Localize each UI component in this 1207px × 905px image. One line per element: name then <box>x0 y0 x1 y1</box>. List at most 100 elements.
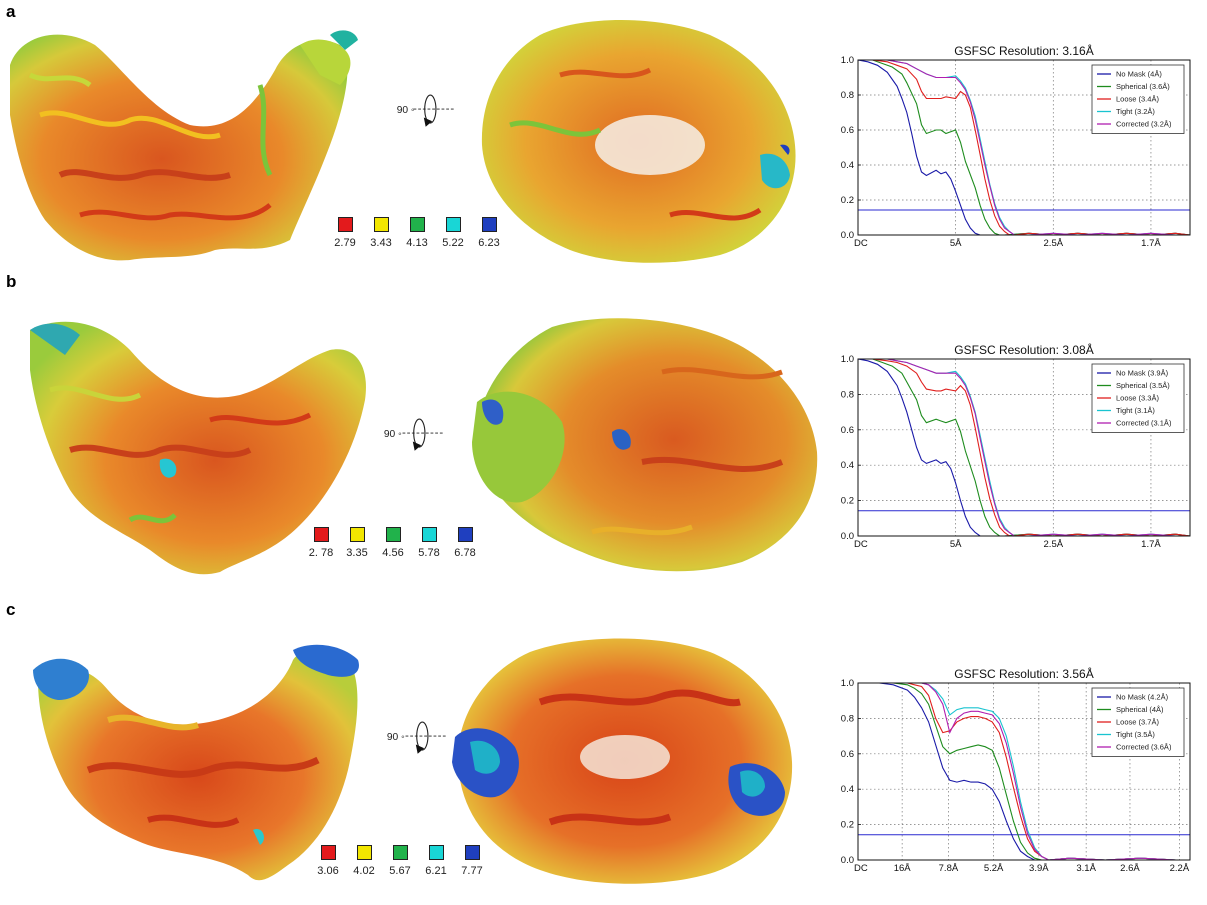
scale-value-label: 5.78 <box>418 547 440 559</box>
x-tick-label: 1.7Å <box>1141 238 1161 249</box>
panel-label-a: a <box>6 2 16 21</box>
legend-label: Loose (3.4Å) <box>1116 95 1159 104</box>
scale-swatch <box>422 527 437 542</box>
legend-label: Corrected (3.6Å) <box>1116 743 1172 752</box>
scale-swatch <box>482 217 497 232</box>
y-tick-label: 0.8 <box>841 90 854 101</box>
legend-label: No Mask (3.9Å) <box>1116 369 1169 378</box>
legend-label: Tight (3.5Å) <box>1116 730 1155 739</box>
scale-swatch <box>465 845 480 860</box>
x-tick-label: 2.2Å <box>1170 863 1190 874</box>
legend-label: Spherical (3.6Å) <box>1116 82 1170 91</box>
scale-swatch <box>338 217 353 232</box>
legend-label: Corrected (3.2Å) <box>1116 120 1172 129</box>
fsc-curve-series-3 <box>858 59 1191 236</box>
y-tick-label: 0.6 <box>841 125 854 136</box>
x-tick-label: 5.2Å <box>984 863 1004 874</box>
legend-label: No Mask (4Å) <box>1116 70 1162 79</box>
chart-title: GSFSC Resolution: 3.56Å <box>954 667 1093 681</box>
scale-swatch <box>357 845 372 860</box>
rotation-90-indicator-b: 90 ◦ <box>384 418 444 451</box>
scale-value-label: 3.06 <box>317 865 339 877</box>
x-tick-label: DC <box>854 863 868 874</box>
y-tick-label: 1.0 <box>841 678 854 689</box>
legend-label: Loose (3.7Å) <box>1116 718 1159 727</box>
fsc-chart-a: GSFSC Resolution: 3.16Å 0.0 0.2 0.4 0.6 0.8 1.… <box>841 44 1191 249</box>
x-tick-label: 3.1Å <box>1076 863 1096 874</box>
scale-value-label: 6.78 <box>454 547 476 559</box>
y-tick-label: 0.6 <box>841 425 854 436</box>
rotation-90-indicator-c: 90 ◦ <box>387 721 447 754</box>
legend-label: Tight (3.2Å) <box>1116 107 1155 116</box>
scale-value-label: 3.43 <box>370 237 392 249</box>
scale-swatch <box>350 527 365 542</box>
x-tick-label: 3.9Å <box>1029 863 1049 874</box>
scale-value-label: 4.56 <box>382 547 404 559</box>
density-map-side-view-c <box>33 644 359 881</box>
rotation-label-c: 90 ◦ <box>387 732 405 743</box>
y-tick-label: 0.8 <box>841 389 854 400</box>
density-map-side-view-a <box>10 30 358 261</box>
scale-swatch <box>446 217 461 232</box>
y-tick-label: 0.2 <box>841 820 854 831</box>
legend-label: No Mask (4.2Å) <box>1116 693 1169 702</box>
plot-frame <box>857 59 1191 236</box>
legend-label: Spherical (4Å) <box>1116 705 1164 714</box>
fsc-curve-series-3 <box>858 358 1191 537</box>
y-tick-label: 0.6 <box>841 749 854 760</box>
y-tick-label: 0.2 <box>841 496 854 507</box>
rotation-label-b: 90 ◦ <box>384 429 402 440</box>
scale-value-label: 7.77 <box>461 865 483 877</box>
scale-swatch <box>321 845 336 860</box>
panel-label-c: c <box>6 600 16 619</box>
scale-value-label: 2.79 <box>334 237 356 249</box>
legend-label: Corrected (3.1Å) <box>1116 419 1172 428</box>
legend-label: Tight (3.1Å) <box>1116 406 1155 415</box>
scale-swatch <box>393 845 408 860</box>
x-tick-label: 7.8Å <box>939 863 959 874</box>
scale-value-label: 3.35 <box>346 547 368 559</box>
legend-label: Loose (3.3Å) <box>1116 394 1159 403</box>
y-tick-label: 0.2 <box>841 195 854 206</box>
scale-value-label: 6.21 <box>425 865 447 877</box>
y-tick-label: 1.0 <box>841 55 854 66</box>
density-map-side-view-b <box>30 321 366 575</box>
scale-value-label: 4.13 <box>406 237 428 249</box>
density-map-top-view-b <box>472 318 818 572</box>
y-tick-label: 0.8 <box>841 713 854 724</box>
x-tick-label: 2.5Å <box>1044 238 1064 249</box>
density-map-top-view-c <box>452 638 793 884</box>
scale-swatch <box>374 217 389 232</box>
y-tick-label: 0.0 <box>841 855 854 866</box>
y-tick-label: 0.0 <box>841 531 854 542</box>
x-tick-label: 5Å <box>950 238 962 249</box>
y-tick-label: 0.4 <box>841 784 854 795</box>
scale-swatch <box>429 845 444 860</box>
x-tick-label: DC <box>854 238 868 249</box>
panel-label-b: b <box>6 272 17 291</box>
x-tick-label: 2.5Å <box>1044 539 1064 550</box>
plot-frame <box>857 682 1191 861</box>
rotation-label-a: 90 ◦ <box>397 105 415 116</box>
local-resolution-scale-c: 3.06 4.02 5.67 6.21 7.77 <box>313 845 513 885</box>
y-tick-label: 0.4 <box>841 160 854 171</box>
scale-value-label: 2. 78 <box>308 547 334 559</box>
chart-title: GSFSC Resolution: 3.08Å <box>954 343 1093 357</box>
density-map-top-view-a <box>481 20 796 263</box>
x-tick-label: 2.6Å <box>1120 863 1140 874</box>
fsc-chart-b: GSFSC Resolution: 3.08Å 0.0 0.2 0.4 0.6 0.8 1.… <box>841 343 1191 550</box>
fsc-chart-c: GSFSC Resolution: 3.56Å 0.0 0.2 0.4 0.6 0.8 1.… <box>841 667 1191 874</box>
scale-value-label: 5.67 <box>389 865 411 877</box>
scale-swatch <box>314 527 329 542</box>
scale-value-label: 4.02 <box>353 865 375 877</box>
legend-label: Spherical (3.5Å) <box>1116 381 1170 390</box>
y-tick-label: 1.0 <box>841 354 854 365</box>
y-tick-label: 0.4 <box>841 460 854 471</box>
scale-swatch <box>386 527 401 542</box>
x-tick-label: DC <box>854 539 868 550</box>
local-resolution-scale-b: 2. 78 3.35 4.56 5.78 6.78 <box>306 527 506 567</box>
x-tick-label: 1.7Å <box>1141 539 1161 550</box>
chart-title: GSFSC Resolution: 3.16Å <box>954 44 1093 58</box>
y-tick-label: 0.0 <box>841 230 854 241</box>
scale-swatch <box>410 217 425 232</box>
